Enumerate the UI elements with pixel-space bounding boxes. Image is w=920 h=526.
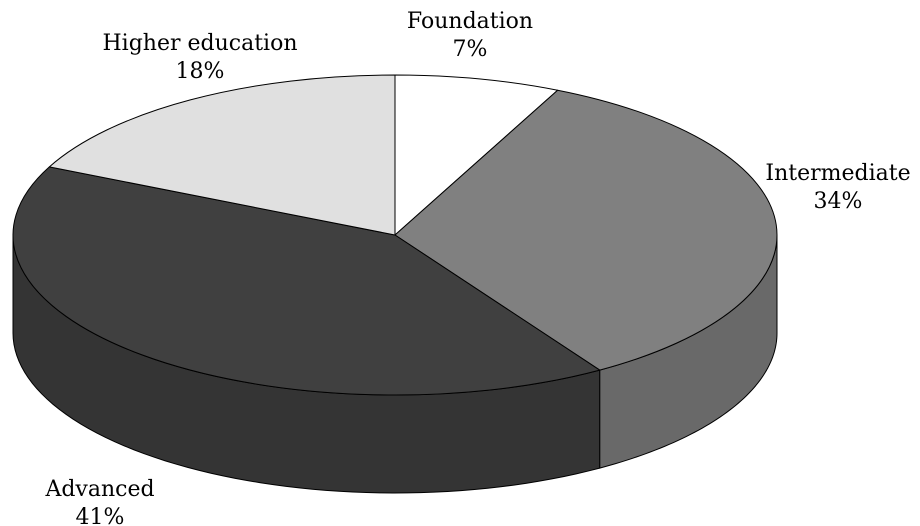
pie-labels: Foundation 7% Intermediate 34% Advanced 41% Hi… [44, 9, 910, 526]
pie-tops [12, 74, 778, 396]
pie-slice-advanced [12, 166, 601, 396]
slice-percent-intermediate: 34% [814, 189, 863, 214]
slice-percent-foundation: 7% [453, 37, 488, 62]
slice-label-higher-education: Higher education [102, 31, 297, 56]
pie-slice-intermediate [394, 89, 778, 371]
slice-percent-advanced: 41% [76, 505, 125, 526]
slice-label-foundation: Foundation [407, 9, 533, 34]
slice-percent-higher-education: 18% [176, 59, 225, 84]
slice-label-advanced: Advanced [44, 477, 154, 502]
slice-label-intermediate: Intermediate [765, 161, 910, 186]
pie-slice-foundation [394, 74, 559, 236]
pie-slice-higher-education [48, 74, 396, 236]
